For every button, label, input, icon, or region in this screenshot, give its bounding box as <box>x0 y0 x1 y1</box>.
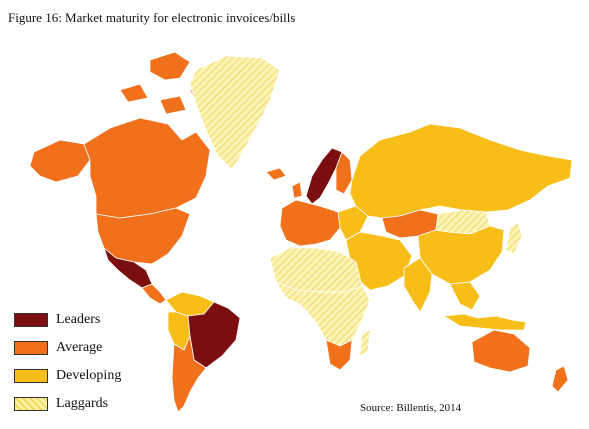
region-new-zealand <box>551 365 569 393</box>
region-canada <box>83 117 211 219</box>
region-india <box>403 257 433 313</box>
legend-item-laggards: Laggards <box>14 390 164 418</box>
legend-label: Leaders <box>56 312 101 327</box>
region-madagascar <box>359 329 371 357</box>
legend-label: Laggards <box>56 396 109 411</box>
legend-swatch-leaders <box>14 313 48 327</box>
legend-swatch-average <box>14 341 48 355</box>
legend-swatch-laggards <box>14 397 48 411</box>
source-caption: Source: Billentis, 2014 <box>360 402 462 414</box>
legend-item-developing: Developing <box>14 362 164 390</box>
map-legend: Leaders Average Developing Laggards <box>14 306 164 418</box>
legend-label: Developing <box>56 368 122 383</box>
region-alaska <box>29 139 91 183</box>
region-chile-argentina <box>171 335 207 413</box>
region-southeast-asia <box>449 281 481 311</box>
legend-item-leaders: Leaders <box>14 306 164 334</box>
region-japan <box>505 221 523 255</box>
region-greenland <box>189 55 281 171</box>
region-central-america <box>141 283 167 305</box>
legend-swatch-developing <box>14 369 48 383</box>
region-russia <box>349 123 573 219</box>
region-australia <box>471 329 531 373</box>
region-western-europe <box>279 181 341 247</box>
region-south-africa <box>325 339 353 371</box>
region-indonesia <box>443 313 527 331</box>
region-central-africa <box>275 281 371 347</box>
figure-title: Figure 16: Market maturity for electroni… <box>8 10 296 25</box>
legend-label: Average <box>56 340 103 355</box>
legend-item-average: Average <box>14 334 164 362</box>
region-iceland <box>265 167 287 181</box>
